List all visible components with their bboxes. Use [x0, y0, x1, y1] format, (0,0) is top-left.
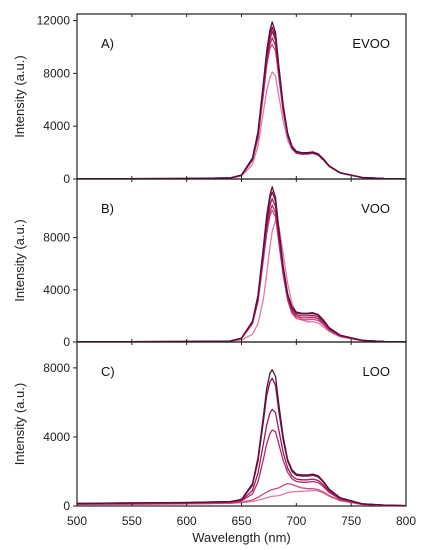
series-line-1	[76, 368, 407, 507]
y-tick-label: 4000	[43, 283, 70, 297]
y-axis-label: Intensity (a.u.)	[12, 55, 27, 137]
series-line-5	[76, 209, 407, 343]
panel-tag: C)	[101, 364, 115, 379]
panel-tag: B)	[101, 201, 114, 216]
y-tick-label: 0	[63, 172, 70, 186]
series-line-3	[76, 408, 407, 507]
series-line-3	[76, 197, 407, 343]
x-tick-label: 800	[396, 514, 416, 528]
series-line-4	[76, 429, 407, 507]
series-line-1	[76, 21, 407, 180]
panel-loo: 0 4000 8000 500 550 600 650 700 750 800 Intensity …	[12, 341, 416, 545]
x-tick-label: 700	[286, 514, 306, 528]
x-tick-label: 600	[177, 514, 197, 528]
y-tick-label: 0	[63, 335, 70, 349]
x-tick-label: 550	[122, 514, 142, 528]
series-line-6	[76, 489, 407, 507]
plot-frame	[76, 178, 407, 343]
series-line-2	[76, 377, 407, 507]
series-line-2	[76, 191, 407, 343]
x-axis-label: Wavelength (nm)	[192, 530, 291, 545]
panel-name: EVOO	[352, 36, 390, 51]
y-tick-label: 8000	[43, 66, 70, 80]
x-tick-label: 500	[67, 514, 87, 528]
panel-voo: 0 4000 8000 Intensity (a.u.) B) VOO	[12, 178, 407, 349]
series-line-4	[76, 37, 407, 180]
y-tick-label: 4000	[43, 430, 70, 444]
y-axis-label: Intensity (a.u.)	[12, 219, 27, 301]
y-axis-label: Intensity (a.u.)	[12, 383, 27, 465]
panel-name: LOO	[363, 364, 390, 379]
y-tick-label: 8000	[43, 231, 70, 245]
y-tick-label: 12000	[37, 14, 71, 28]
series-line-6	[76, 220, 407, 343]
panel-tag: A)	[101, 36, 114, 51]
y-tick-label: 8000	[43, 361, 70, 375]
series-line-5	[76, 43, 407, 180]
series-line-3	[76, 30, 407, 180]
series-line-6	[76, 71, 407, 180]
y-tick-label: 0	[63, 499, 70, 513]
x-tick-label: 650	[231, 514, 251, 528]
series-line-5	[76, 482, 407, 507]
series-line-4	[76, 204, 407, 343]
panel-evoo: 0 4000 8000 12000 Intensity (a.u.) A) EVOO	[12, 13, 407, 186]
plot-frame	[76, 341, 407, 507]
series-line-1	[76, 186, 407, 343]
x-tick-label: 750	[341, 514, 361, 528]
panel-name: VOO	[361, 201, 390, 216]
y-tick-label: 4000	[43, 119, 70, 133]
